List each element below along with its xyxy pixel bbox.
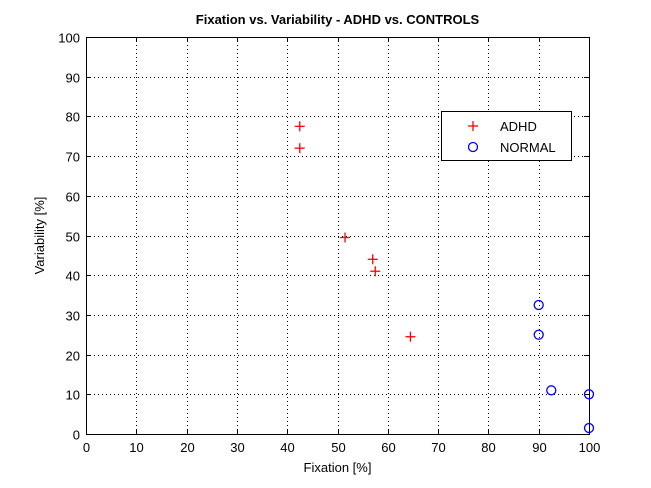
y-tick-label: 10 xyxy=(66,388,80,403)
x-tick-label: 90 xyxy=(532,440,546,455)
x-tick-label: 50 xyxy=(331,440,345,455)
y-axis-label: Variability [%] xyxy=(32,197,47,275)
x-tick-label: 0 xyxy=(83,440,90,455)
x-tick-label: 10 xyxy=(129,440,143,455)
y-tick-label: 20 xyxy=(66,349,80,364)
y-tick-label: 40 xyxy=(66,269,80,284)
legend-label-adhd: ADHD xyxy=(500,119,537,134)
data-point-normal xyxy=(546,385,557,396)
data-point-adhd xyxy=(370,266,381,277)
x-tick-label: 70 xyxy=(431,440,445,455)
plot-area xyxy=(86,37,589,434)
y-tick-label: 30 xyxy=(66,309,80,324)
data-point-adhd xyxy=(294,121,305,132)
y-tick-label: 50 xyxy=(66,230,80,245)
y-tick-label: 60 xyxy=(66,190,80,205)
legend-marker-normal-glyph xyxy=(467,141,479,153)
legend-label-normal: NORMAL xyxy=(500,140,556,155)
x-tick-label: 100 xyxy=(579,440,601,455)
x-tick-label: 20 xyxy=(180,440,194,455)
data-point-normal xyxy=(583,422,595,434)
y-tick-label: 100 xyxy=(58,31,80,46)
chart-title: Fixation vs. Variability - ADHD vs. CONT… xyxy=(196,12,480,27)
x-tick-label: 40 xyxy=(280,440,294,455)
legend-marker-adhd-glyph xyxy=(468,121,478,131)
ticks: 0 10 20 30 40 50 60 70 80 90 100 0 10 20 30 40 50 60 70 80 9… xyxy=(58,31,600,456)
y-tick-label: 70 xyxy=(66,150,80,165)
data-point-adhd xyxy=(294,143,305,154)
data-point-adhd xyxy=(367,254,378,265)
y-tick-label: 0 xyxy=(73,428,80,443)
y-tick-label: 80 xyxy=(66,110,80,125)
data-points xyxy=(294,121,595,434)
legend-box xyxy=(441,111,572,161)
data-point-normal xyxy=(583,389,595,400)
x-tick-label: 60 xyxy=(381,440,395,455)
x-tick-label: 30 xyxy=(230,440,244,455)
data-point-adhd xyxy=(340,232,351,243)
data-point-normal xyxy=(533,299,544,311)
legend: ADHD NORMAL xyxy=(441,111,572,161)
data-point-normal xyxy=(533,329,544,340)
y-tick-label: 90 xyxy=(66,71,80,86)
data-point-adhd xyxy=(405,331,416,342)
x-tick-label: 80 xyxy=(481,440,495,455)
x-axis-label: Fixation [%] xyxy=(304,460,372,475)
legend-marker-adhd xyxy=(468,121,478,131)
legend-marker-normal xyxy=(467,141,479,153)
